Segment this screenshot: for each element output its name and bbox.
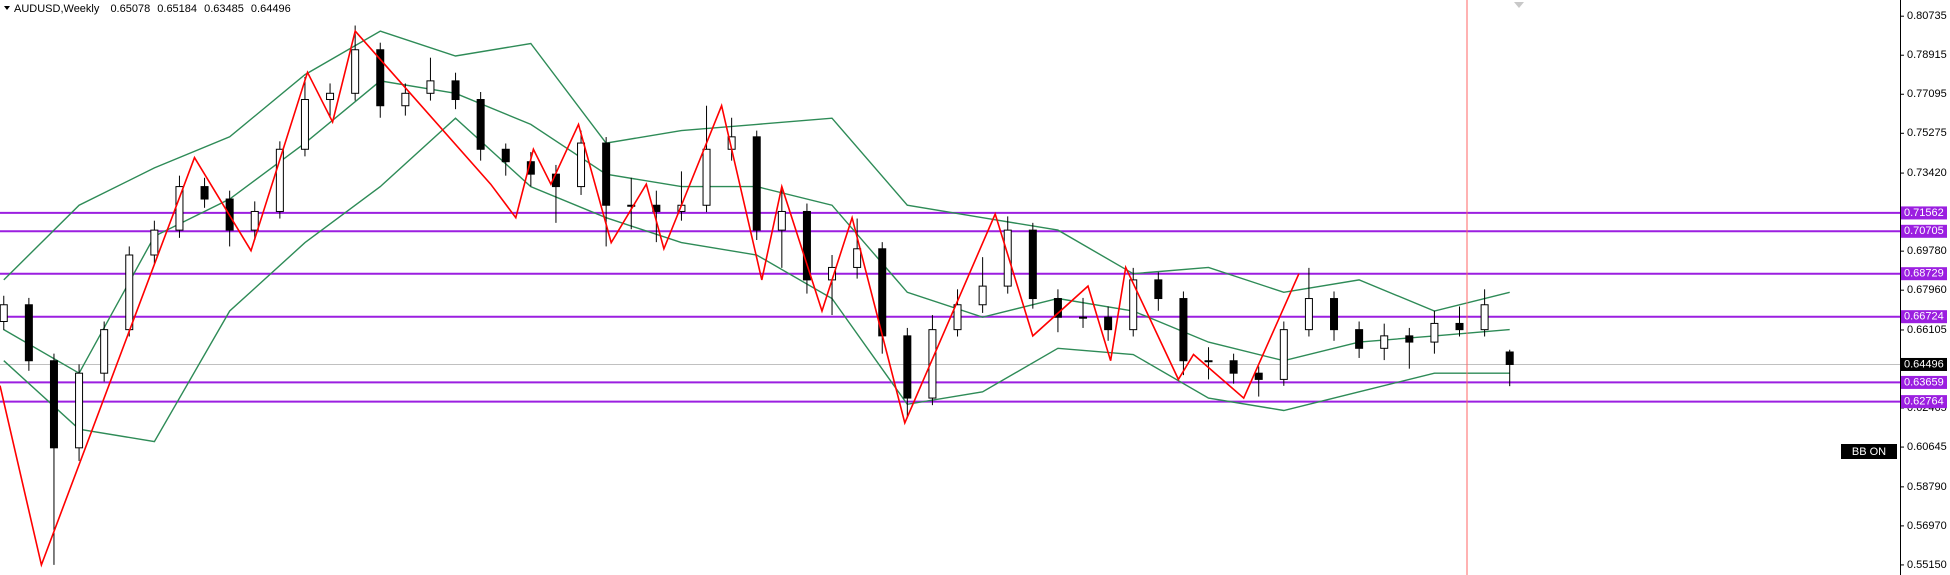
- candle-body: [853, 248, 862, 268]
- candle-body: [1229, 360, 1238, 374]
- candle-body: [702, 148, 711, 206]
- candle-body: [627, 204, 636, 207]
- candle-body: [928, 329, 937, 399]
- candle-body: [49, 360, 58, 449]
- candle-body: [752, 136, 761, 231]
- price-axis: 0.80735 0.78915 0.77095 0.75275 0.73420 0.697…: [1900, 10, 1947, 571]
- candle-body: [777, 210, 786, 231]
- candle-body: [1028, 229, 1037, 300]
- indicator-label: BB ON: [1852, 446, 1886, 458]
- candle-body: [300, 99, 309, 150]
- candle-body: [0, 304, 8, 322]
- level-label: 0.66724: [1904, 311, 1944, 323]
- candle-body: [1154, 279, 1163, 300]
- candle-body: [1079, 316, 1088, 319]
- candle-body: [1405, 335, 1414, 343]
- ohlc-low: 0.63485: [204, 3, 244, 15]
- level-label: 0.68729: [1904, 268, 1944, 280]
- y-tick-label: 0.55150: [1907, 559, 1947, 571]
- candle-body: [953, 304, 962, 331]
- candle-body: [376, 49, 385, 107]
- candle-body: [978, 285, 987, 306]
- candle-body: [275, 148, 284, 212]
- plot-area: [0, 25, 1900, 568]
- candle-body: [1330, 298, 1339, 331]
- y-tick-label: 0.78915: [1907, 49, 1947, 61]
- menu-arrow: [4, 6, 10, 10]
- candle-body: [125, 254, 134, 331]
- ohlc-close: 0.64496: [251, 3, 291, 15]
- candle-body: [24, 304, 33, 362]
- level-label-box: [1901, 375, 1947, 389]
- candle-body: [802, 210, 811, 281]
- ohlc-high: 0.65184: [157, 3, 197, 15]
- candle-body: [602, 142, 611, 206]
- y-tick-label: 0.80735: [1907, 10, 1947, 22]
- candle-body: [1355, 329, 1364, 349]
- bollinger-upper: [3, 30, 1510, 312]
- candle-body: [1279, 329, 1288, 380]
- candle-body: [903, 335, 912, 399]
- candle-body: [1430, 322, 1439, 343]
- candle-body: [1455, 322, 1464, 331]
- chart-header: AUDUSD,Weekly 0.65078 0.65184 0.63485 0.…: [14, 3, 291, 15]
- candle-body: [1480, 304, 1489, 331]
- shift-marker: [1514, 2, 1524, 8]
- candle-body: [1204, 360, 1213, 363]
- candle-body: [1254, 372, 1263, 380]
- candle-body: [1003, 229, 1012, 287]
- level-label-box: [1901, 267, 1947, 281]
- candle-body: [1179, 298, 1188, 362]
- candle-body: [75, 372, 84, 449]
- candle-body: [326, 92, 335, 101]
- level-label-box: [1901, 310, 1947, 324]
- candle-body: [476, 99, 485, 150]
- candle-body: [250, 210, 259, 231]
- level-label-box: [1901, 224, 1947, 238]
- y-tick-label: 0.69780: [1907, 245, 1947, 257]
- zigzag: [0, 29, 1300, 568]
- level-label: 0.70705: [1904, 225, 1944, 237]
- candle-body: [1053, 298, 1062, 318]
- y-tick-label: 0.75275: [1907, 127, 1947, 139]
- y-tick-label: 0.77095: [1907, 88, 1947, 100]
- level-label-box: [1901, 395, 1947, 409]
- candle-body: [100, 329, 109, 374]
- current-price-box: [1901, 357, 1947, 371]
- candle-body: [1104, 316, 1113, 331]
- candle-body: [351, 49, 360, 94]
- level-label: 0.63659: [1904, 376, 1944, 388]
- candle-body: [1129, 279, 1138, 331]
- candle-body: [150, 229, 159, 256]
- level-label-box: [1901, 206, 1947, 220]
- candle-body: [501, 148, 510, 163]
- y-tick-label: 0.67960: [1907, 284, 1947, 296]
- current-price-label: 0.64496: [1904, 358, 1944, 370]
- symbol: AUDUSD,Weekly: [14, 3, 100, 15]
- level-label: 0.71562: [1904, 207, 1944, 219]
- y-tick-label: 0.56970: [1907, 520, 1947, 532]
- candle-body: [451, 80, 460, 101]
- candle-body: [200, 186, 209, 200]
- candle-body: [1304, 298, 1313, 331]
- level-label: 0.62764: [1904, 396, 1944, 408]
- candle-body: [1505, 351, 1514, 365]
- y-tick-label: 0.66105: [1907, 324, 1947, 336]
- candle-body: [577, 142, 586, 188]
- y-tick-label: 0.73420: [1907, 167, 1947, 179]
- candle-body: [426, 80, 435, 94]
- candle-body: [401, 92, 410, 107]
- ohlc-open: 0.65078: [110, 3, 150, 15]
- indicator-badge: [1841, 444, 1897, 459]
- y-tick-label: 0.58790: [1907, 481, 1947, 493]
- y-tick-label: 0.60645: [1907, 441, 1947, 453]
- candle-body: [1380, 335, 1389, 349]
